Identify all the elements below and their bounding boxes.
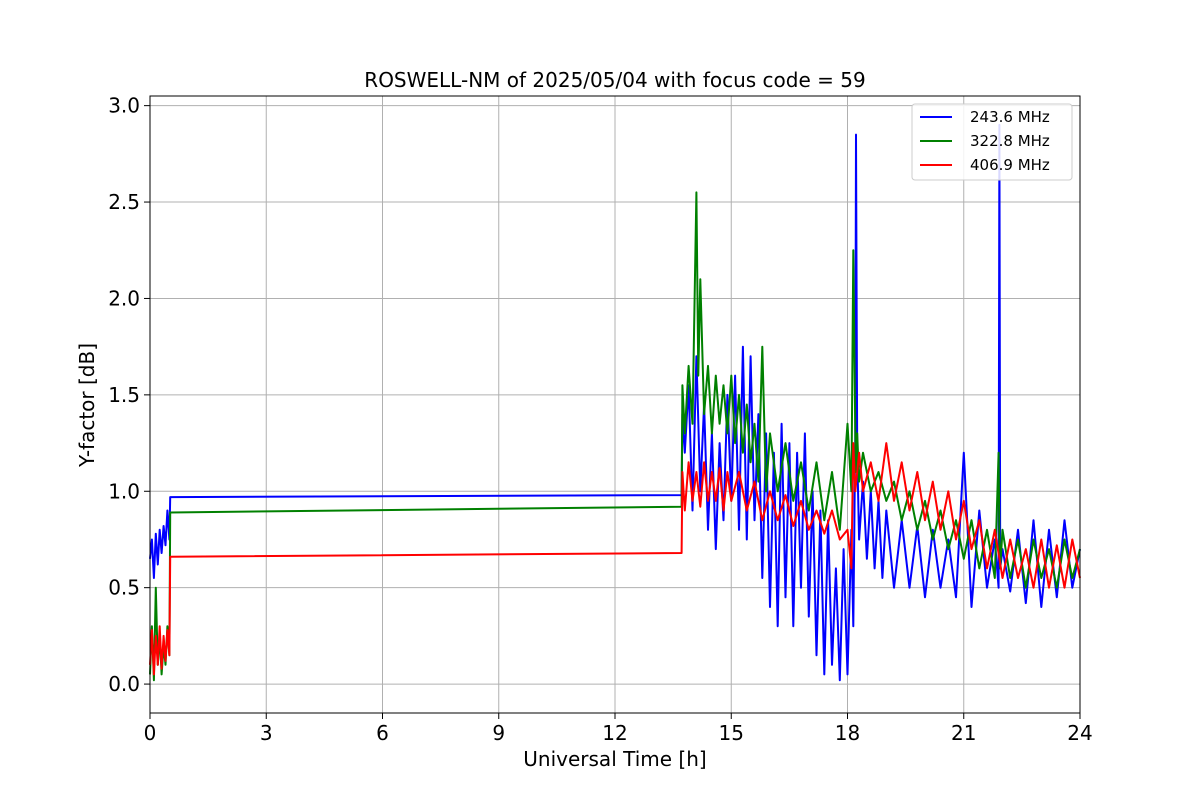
legend-label: 322.8 MHz <box>970 132 1050 150</box>
grid <box>149 96 1081 713</box>
y-tick-label: 1.0 <box>108 479 140 503</box>
x-tick-label: 15 <box>719 721 744 745</box>
legend: 243.6 MHz 322.8 MHz 406.9 MHz <box>911 103 1073 181</box>
y-tick-label: 2.5 <box>108 190 140 214</box>
plot-area <box>149 123 1081 682</box>
y-tick-label: 3.0 <box>108 94 140 118</box>
legend-box <box>911 103 1073 181</box>
axis-ticks: 0 3 6 9 12 15 18 21 24 0.0 0.5 1.0 1.5 2.0 2.5 3.0 <box>108 94 1093 745</box>
x-tick-label: 18 <box>835 721 860 745</box>
y-tick-label: 0.0 <box>108 672 140 696</box>
x-tick-label: 6 <box>376 721 389 745</box>
y-tick-label: 2.0 <box>108 286 140 310</box>
x-tick-label: 21 <box>951 721 976 745</box>
x-tick-label: 0 <box>144 721 157 745</box>
x-tick-label: 24 <box>1067 721 1092 745</box>
y-tick-label: 1.5 <box>108 383 140 407</box>
series-line <box>149 191 1081 682</box>
x-tick-label: 12 <box>602 721 627 745</box>
legend-label: 243.6 MHz <box>970 108 1050 126</box>
chart-title: ROSWELL-NM of 2025/05/04 with focus code… <box>364 68 865 92</box>
y-axis-label: Y-factor [dB] <box>75 343 99 468</box>
legend-label: 406.9 MHz <box>970 156 1050 174</box>
y-tick-label: 0.5 <box>108 576 140 600</box>
x-tick-label: 3 <box>260 721 273 745</box>
x-tick-label: 9 <box>492 721 505 745</box>
series-line <box>149 442 1081 676</box>
x-axis-label: Universal Time [h] <box>523 747 706 771</box>
